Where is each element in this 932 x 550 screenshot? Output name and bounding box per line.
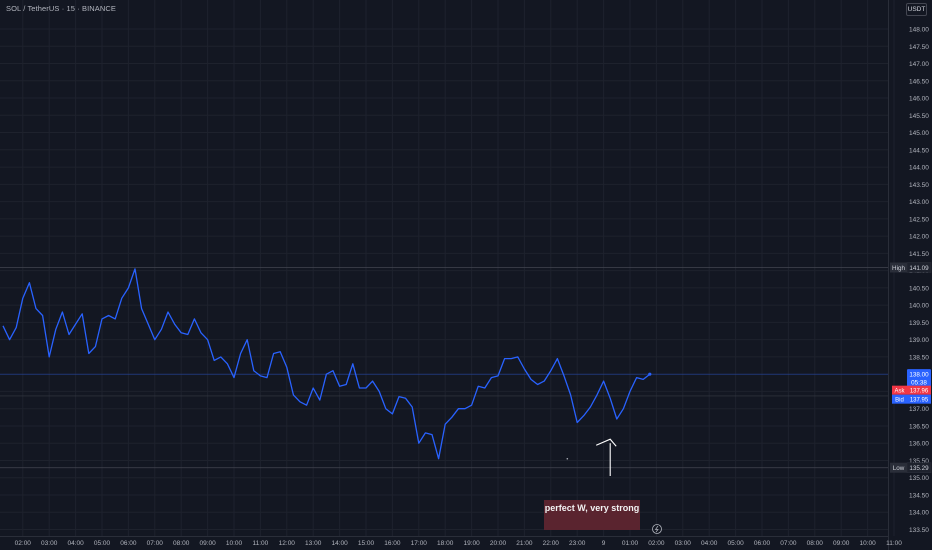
price-tick-label: 139.50 [909, 320, 929, 327]
price-tick-label: 144.50 [909, 147, 929, 154]
time-tick-label: 10:00 [859, 540, 876, 547]
price-tick-label: 145.50 [909, 113, 929, 120]
time-tick-label: 9 [602, 540, 606, 547]
time-tick-label: 21:00 [516, 540, 533, 547]
last-price-bg [907, 369, 931, 388]
price-tick-label: 136.50 [909, 423, 929, 430]
time-tick-label: 11:00 [886, 540, 902, 547]
price-axis[interactable]: 148.00 147.50 147.00 146.50 146.00 145.50 145.… [888, 0, 930, 550]
price-tick-label: 140.50 [909, 285, 929, 292]
price-tick-label: 143.50 [909, 182, 929, 189]
price-tick-label: 148.00 [909, 27, 929, 34]
time-tick-label: 07:00 [147, 540, 164, 547]
time-tick-label: 20:00 [490, 540, 507, 547]
price-tick-label: 146.50 [909, 78, 929, 85]
time-tick-label: 08:00 [173, 540, 190, 547]
time-tick-label: 04:00 [67, 540, 84, 547]
time-tick-label: 02:00 [15, 540, 32, 547]
price-tick-label: 144.00 [909, 165, 929, 172]
price-tick-label: 139.00 [909, 337, 929, 344]
time-tick-label: 04:00 [701, 540, 718, 547]
high-value: 141.09 [909, 265, 929, 272]
price-tick-label: 137.00 [909, 406, 929, 413]
time-tick-label: 18:00 [437, 540, 454, 547]
time-tick-label: 11:00 [253, 540, 269, 547]
price-tick-label: 135.50 [909, 458, 929, 465]
annotation-text-box[interactable]: perfect W, very strong [544, 500, 640, 530]
time-tick-label: 13:00 [305, 540, 322, 547]
marker-dot [566, 457, 569, 460]
ask-value-bg [907, 385, 931, 395]
price-tick-label: 140.00 [909, 303, 929, 310]
price-tick-label: 147.00 [909, 61, 929, 68]
price-line [2, 268, 651, 460]
price-tick-label: 135.00 [909, 475, 929, 482]
bid-label-bg [892, 394, 907, 404]
low-label-bg [890, 462, 907, 473]
bid-label: Bid [895, 397, 904, 403]
time-tick-label: 10:00 [226, 540, 243, 547]
low-label: Low [893, 465, 905, 472]
time-tick-label: 17:00 [411, 540, 428, 547]
time-tick-label: 05:00 [94, 540, 111, 547]
price-tick-label: 134.50 [909, 492, 929, 499]
price-tick-label: 136.00 [909, 441, 929, 448]
high-value-bg [906, 262, 932, 273]
time-tick-label: 12:00 [279, 540, 296, 547]
low-value: 135.29 [909, 465, 929, 472]
price-tick-label: 138.50 [909, 354, 929, 361]
bid-value: 137.95 [910, 397, 929, 403]
high-label: High [892, 265, 905, 272]
last-price-label: 138.00 [909, 371, 929, 378]
countdown-label: 05:38 [911, 379, 927, 386]
price-tick-label: 134.00 [909, 510, 929, 517]
time-tick-label: 05:00 [727, 540, 744, 547]
price-tick-label: 146.00 [909, 96, 929, 103]
price-tick-label: 142.00 [909, 234, 929, 241]
time-tick-label: 15:00 [358, 540, 375, 547]
time-tick-label: 07:00 [780, 540, 797, 547]
time-tick-label: 22:00 [543, 540, 560, 547]
chart-grid [0, 0, 895, 536]
arrow-head [595, 438, 617, 447]
price-series [2, 268, 652, 460]
time-tick-label: 19:00 [463, 540, 480, 547]
time-tick-label: 16:00 [384, 540, 401, 547]
ask-label-bg [892, 385, 907, 395]
time-tick-label: 23:00 [569, 540, 586, 547]
time-tick-label: 03:00 [675, 540, 692, 547]
time-tick-label: 03:00 [41, 540, 58, 547]
currency-button[interactable]: USDT [906, 3, 927, 16]
price-tick-label: 143.00 [909, 199, 929, 206]
time-tick-label: 14:00 [331, 540, 348, 547]
low-value-bg [906, 462, 932, 474]
price-tick-label: 141.50 [909, 251, 929, 258]
price-tick-label: 142.50 [909, 216, 929, 223]
time-tick-label: 06:00 [120, 540, 137, 547]
price-tick-label: 145.00 [909, 130, 929, 137]
ask-value: 137.96 [910, 388, 929, 394]
lightning-icon [652, 524, 662, 534]
price-tick-label: 147.50 [909, 44, 929, 51]
time-axis[interactable]: 02:00 03:00 04:00 05:00 06:00 07:00 08:00 09:00… [0, 536, 902, 548]
time-tick-label: 06:00 [754, 540, 771, 547]
ask-label: Ask [894, 388, 905, 394]
time-tick-label: 08:00 [807, 540, 824, 547]
drawing-layer [566, 438, 662, 534]
last-price-point [648, 372, 652, 376]
time-tick-label: 09:00 [199, 540, 216, 547]
time-tick-label: 09:00 [833, 540, 850, 547]
price-level-lines [0, 267, 888, 469]
time-tick-label: 02:00 [648, 540, 665, 547]
symbol-title[interactable]: SOL / TetherUS · 15 · BINANCE [6, 4, 117, 13]
lightning-icon-glyph [654, 525, 659, 533]
price-tick-label: 133.50 [909, 527, 929, 534]
bid-value-bg [907, 394, 931, 404]
time-tick-label: 01:00 [622, 540, 639, 547]
high-label-bg [890, 262, 907, 273]
